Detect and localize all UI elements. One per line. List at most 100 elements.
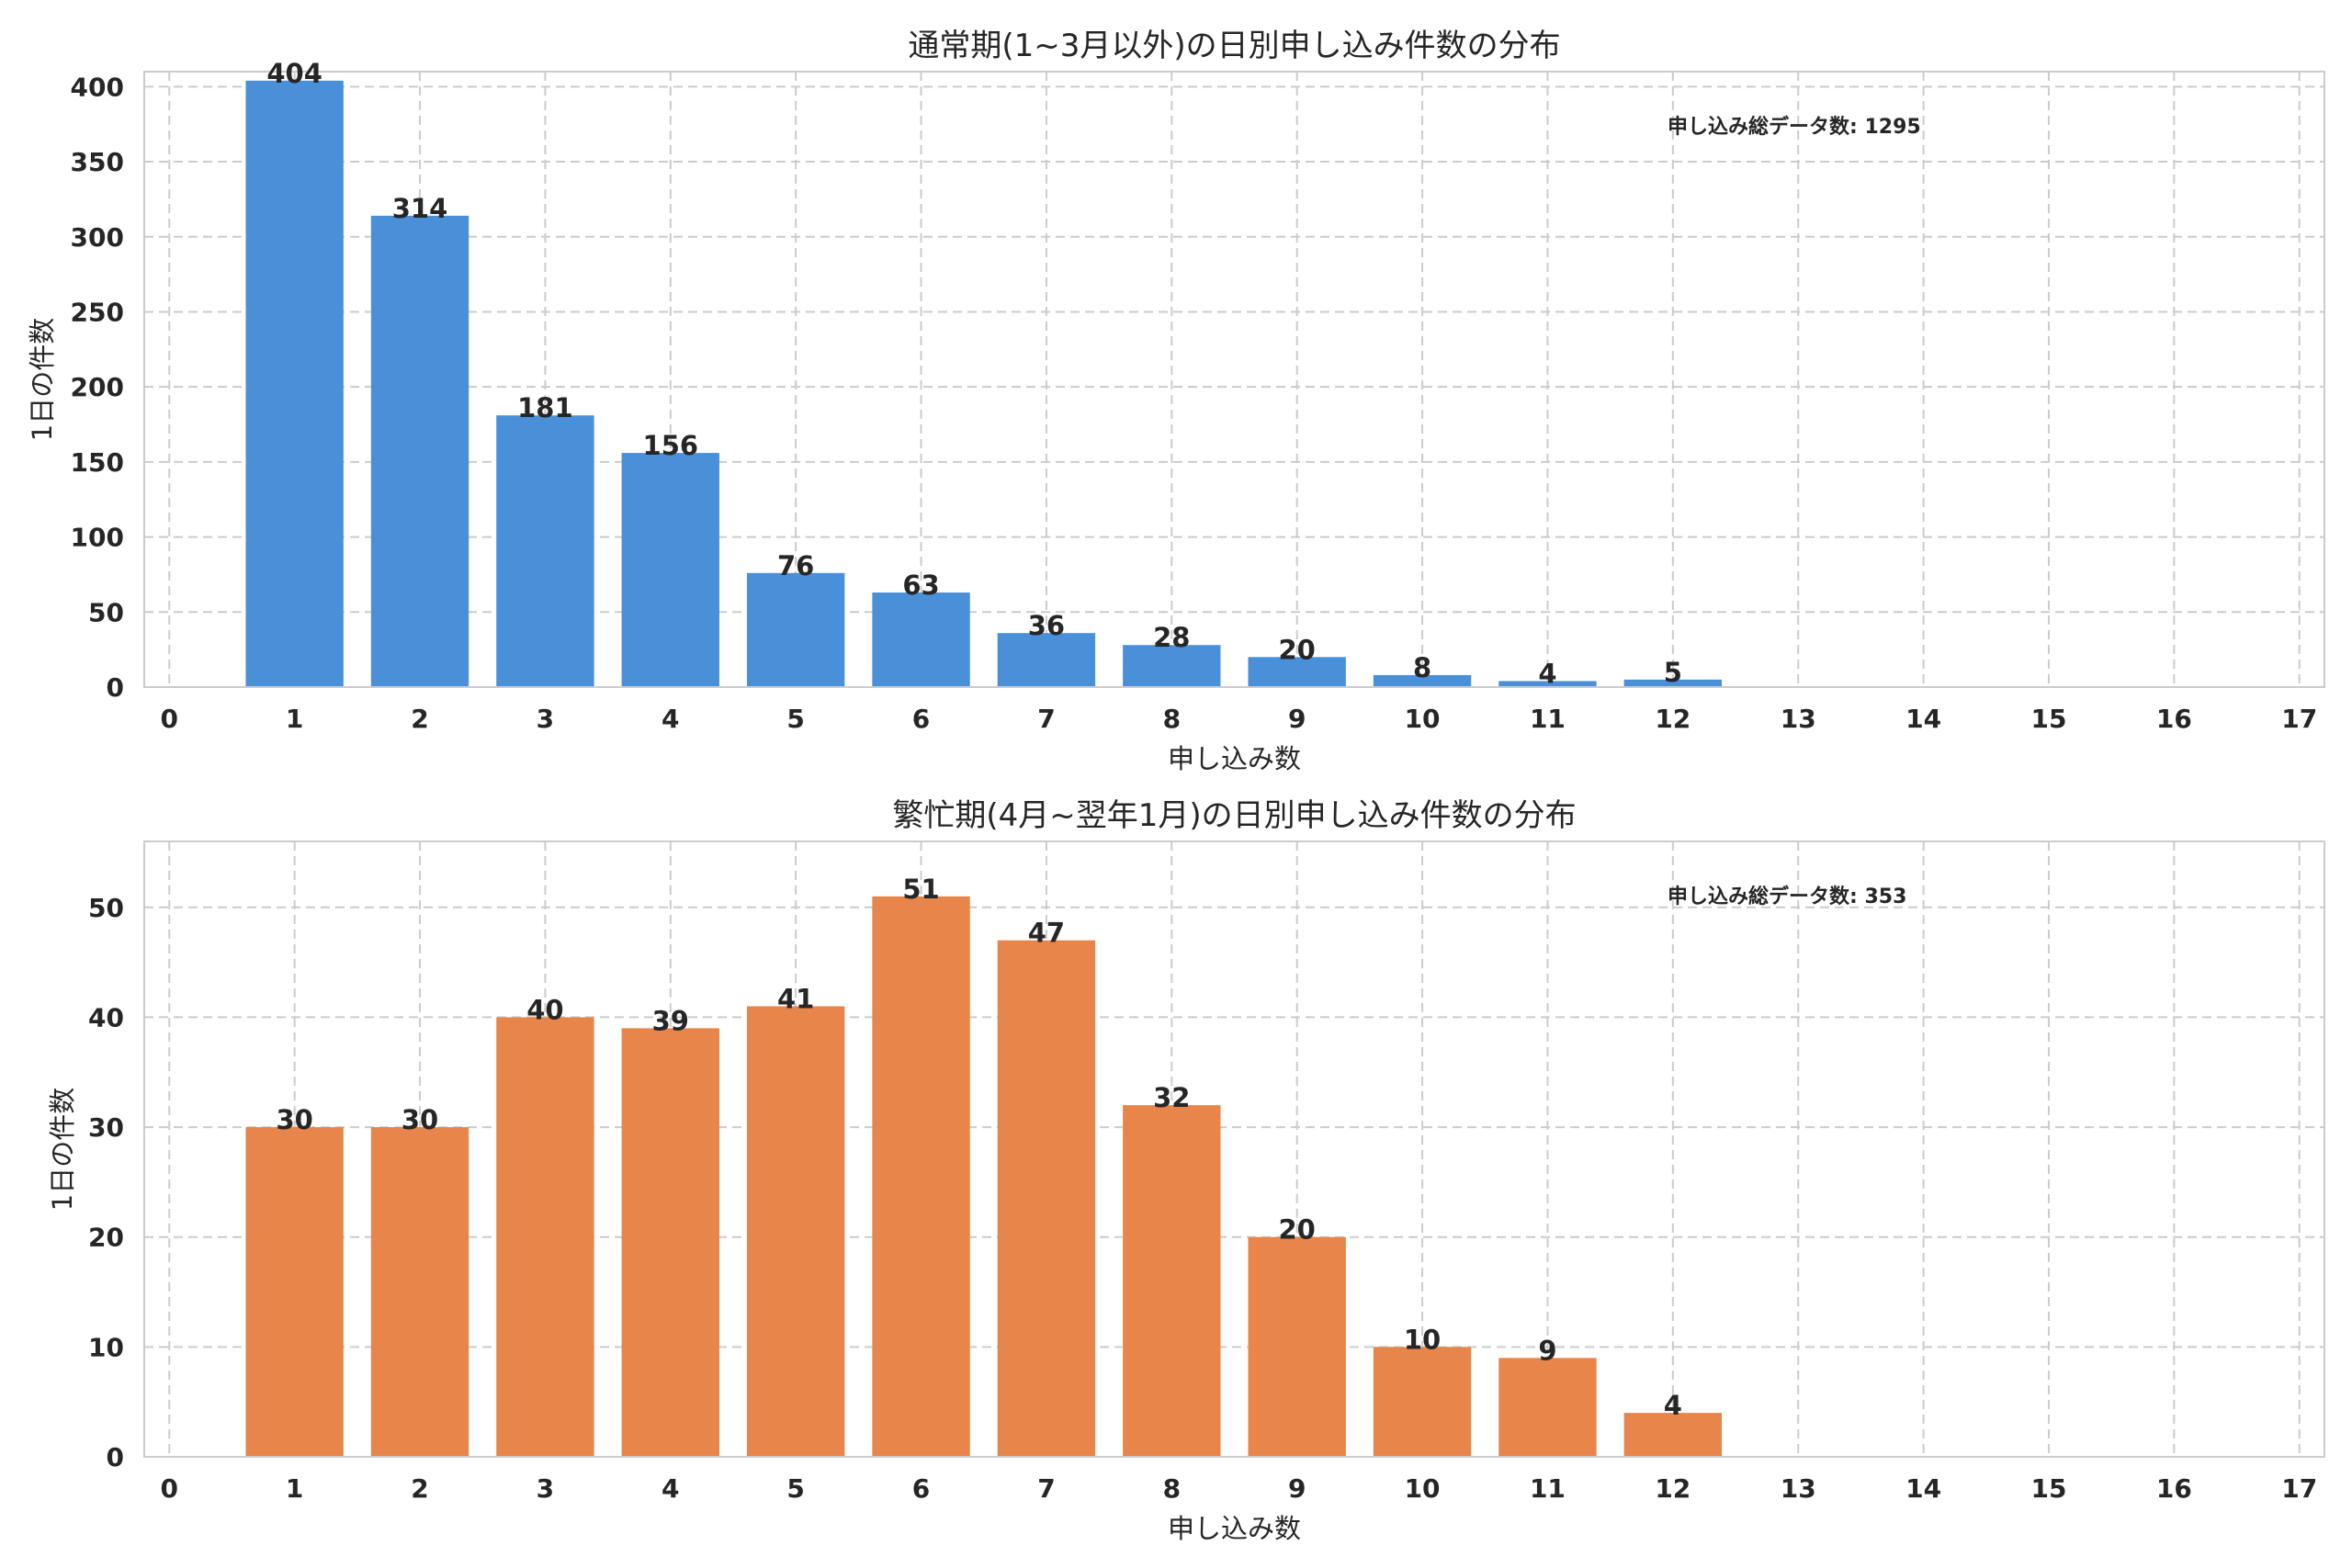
- x-tick-label: 2: [411, 704, 428, 734]
- x-tick-label: 17: [2281, 704, 2317, 734]
- bar: [245, 1127, 344, 1457]
- bar: [621, 1028, 719, 1457]
- x-tick-label: 9: [1288, 704, 1306, 734]
- total-count-annotation: 申し込み総データ数: 353: [1668, 885, 1906, 908]
- bar: [1248, 1236, 1346, 1457]
- bar-value-label: 9: [1538, 1335, 1556, 1366]
- x-tick-label: 12: [1655, 704, 1690, 734]
- y-tick-label: 400: [71, 72, 124, 102]
- bar: [872, 592, 970, 687]
- bar: [1123, 1105, 1221, 1457]
- x-tick-label: 14: [1905, 1473, 1941, 1504]
- bar-value-label: 10: [1404, 1324, 1441, 1355]
- x-tick-label: 8: [1163, 1473, 1181, 1504]
- bar: [746, 1006, 845, 1457]
- x-tick-label: 0: [161, 1473, 178, 1504]
- y-tick-label: 30: [88, 1112, 124, 1143]
- bar-value-label: 41: [777, 983, 814, 1014]
- x-tick-label: 3: [537, 1473, 554, 1504]
- bar-value-label: 51: [902, 874, 939, 905]
- x-axis-label: 申し込み数: [1168, 743, 1301, 774]
- bar-value-label: 404: [266, 58, 322, 89]
- bar-value-label: 20: [1279, 634, 1316, 665]
- bar: [872, 896, 970, 1457]
- y-tick-label: 40: [88, 1002, 124, 1032]
- x-tick-label: 12: [1655, 1473, 1690, 1504]
- x-tick-label: 0: [161, 704, 178, 734]
- x-tick-label: 10: [1405, 704, 1441, 734]
- bar-value-label: 40: [526, 994, 563, 1025]
- bar-value-label: 32: [1153, 1082, 1190, 1113]
- bar: [1248, 657, 1346, 687]
- bar: [370, 215, 469, 687]
- y-tick-label: 150: [71, 447, 124, 478]
- chart-title: 通常期(1~3月以外)の日別申し込み件数の分布: [908, 28, 1560, 64]
- bar-value-label: 39: [652, 1005, 689, 1036]
- plot-frame: [143, 71, 2325, 688]
- bar: [496, 1017, 594, 1457]
- x-tick-label: 9: [1288, 1473, 1306, 1504]
- y-axis-label: 1日の件数: [47, 1088, 78, 1211]
- x-tick-label: 13: [1781, 704, 1816, 734]
- bar-value-label: 20: [1279, 1214, 1316, 1246]
- x-tick-label: 3: [537, 704, 554, 734]
- x-tick-label: 1: [286, 1473, 303, 1504]
- x-tick-label: 7: [1037, 704, 1055, 734]
- bar-value-label: 5: [1664, 657, 1682, 688]
- bar-value-label: 30: [401, 1104, 438, 1135]
- bar: [1123, 645, 1221, 687]
- plot-frame: [143, 840, 2325, 1458]
- x-tick-label: 11: [1530, 704, 1566, 734]
- y-tick-label: 250: [71, 297, 124, 327]
- bar: [496, 415, 594, 687]
- bar: [1623, 679, 1723, 687]
- x-axis-label: 申し込み数: [1168, 1513, 1301, 1544]
- x-tick-label: 17: [2281, 1473, 2317, 1504]
- y-tick-label: 0: [107, 1442, 124, 1472]
- bar-value-label: 28: [1153, 622, 1190, 653]
- y-tick-label: 200: [71, 372, 124, 402]
- x-tick-label: 2: [411, 1473, 428, 1504]
- bar-value-label: 36: [1028, 610, 1065, 641]
- bar: [997, 940, 1096, 1457]
- y-tick-label: 50: [88, 893, 124, 923]
- bar: [1623, 1413, 1723, 1457]
- y-axis-label: 1日の件数: [27, 318, 58, 441]
- x-tick-label: 13: [1781, 1473, 1816, 1504]
- bar-value-label: 76: [777, 550, 814, 581]
- bar-value-label: 4: [1538, 658, 1556, 689]
- bar: [1498, 1358, 1597, 1457]
- y-tick-label: 10: [88, 1332, 124, 1362]
- y-tick-label: 100: [71, 523, 124, 553]
- total-count-annotation: 申し込み総データ数: 1295: [1668, 115, 1921, 139]
- x-tick-label: 7: [1037, 1473, 1055, 1504]
- x-tick-label: 1: [286, 704, 303, 734]
- x-tick-label: 4: [662, 1473, 679, 1504]
- x-tick-label: 16: [2156, 704, 2192, 734]
- bar: [1498, 681, 1597, 687]
- bar-value-label: 63: [902, 570, 939, 601]
- bar-value-label: 47: [1028, 918, 1065, 949]
- x-tick-label: 14: [1905, 704, 1941, 734]
- bar: [997, 633, 1096, 687]
- bar: [746, 572, 845, 687]
- x-tick-label: 5: [786, 1473, 804, 1504]
- bar-value-label: 314: [392, 193, 448, 224]
- bar-value-label: 4: [1664, 1390, 1682, 1421]
- bar: [245, 80, 344, 688]
- y-tick-label: 350: [71, 147, 124, 177]
- y-tick-label: 50: [88, 597, 124, 627]
- bar: [1373, 674, 1472, 687]
- x-tick-label: 6: [912, 704, 930, 734]
- bar: [370, 1127, 469, 1457]
- y-tick-label: 300: [71, 222, 124, 253]
- bar-value-label: 156: [643, 430, 699, 461]
- bar: [621, 453, 719, 687]
- x-tick-label: 11: [1530, 1473, 1566, 1504]
- x-tick-label: 4: [662, 704, 679, 734]
- chart-title: 繁忙期(4月~翌年1月)の日別申し込み件数の分布: [892, 797, 1576, 834]
- x-tick-label: 6: [912, 1473, 930, 1504]
